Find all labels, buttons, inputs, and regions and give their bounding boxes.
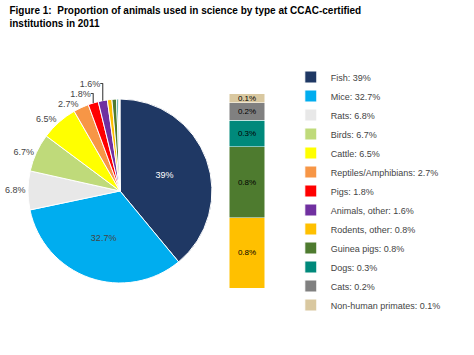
- svg-text:Cats: 0.2%: Cats: 0.2%: [331, 282, 375, 292]
- svg-text:1.6%: 1.6%: [80, 79, 101, 89]
- svg-text:Cattle: 6.5%: Cattle: 6.5%: [331, 149, 380, 159]
- svg-text:Birds: 6.7%: Birds: 6.7%: [331, 130, 377, 140]
- svg-text:Fish: 39%: Fish: 39%: [331, 73, 371, 83]
- svg-text:Dogs: 0.3%: Dogs: 0.3%: [331, 263, 378, 273]
- svg-text:0.8%: 0.8%: [238, 178, 256, 187]
- svg-text:0.2%: 0.2%: [238, 107, 256, 116]
- svg-text:32.7%: 32.7%: [91, 233, 117, 243]
- svg-text:Reptiles/Amphibians: 2.7%: Reptiles/Amphibians: 2.7%: [331, 168, 439, 178]
- svg-text:Non-human primates: 0.1%: Non-human primates: 0.1%: [331, 301, 441, 311]
- svg-text:6.5%: 6.5%: [36, 114, 57, 124]
- svg-text:Guinea pigs: 0.8%: Guinea pigs: 0.8%: [331, 244, 405, 254]
- svg-text:0.8%: 0.8%: [238, 248, 256, 257]
- svg-text:6.8%: 6.8%: [5, 185, 26, 195]
- svg-text:0.1%: 0.1%: [238, 94, 256, 103]
- svg-text:1.8%: 1.8%: [70, 89, 91, 99]
- svg-text:Rats: 6.8%: Rats: 6.8%: [331, 111, 375, 121]
- svg-text:39%: 39%: [156, 170, 174, 180]
- svg-text:Pigs: 1.8%: Pigs: 1.8%: [331, 187, 374, 197]
- svg-text:Animals, other: 1.6%: Animals, other: 1.6%: [331, 206, 414, 216]
- svg-text:Mice: 32.7%: Mice: 32.7%: [331, 92, 381, 102]
- svg-text:0.3%: 0.3%: [238, 129, 256, 138]
- svg-text:Rodents, other: 0.8%: Rodents, other: 0.8%: [331, 225, 416, 235]
- svg-text:2.7%: 2.7%: [58, 99, 79, 109]
- svg-text:Figure 1: Proportion of anima: Figure 1: Proportion of animals used in …: [9, 5, 361, 29]
- svg-text:6.7%: 6.7%: [13, 147, 34, 157]
